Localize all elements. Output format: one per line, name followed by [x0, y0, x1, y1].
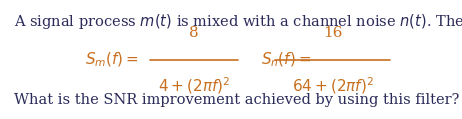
Text: What is the SNR improvement achieved by using this filter?: What is the SNR improvement achieved by … — [14, 93, 459, 107]
Text: $64 + (2\pi f)^2$: $64 + (2\pi f)^2$ — [292, 75, 374, 96]
Text: $S_m(f) =$: $S_m(f) =$ — [85, 50, 139, 69]
Text: A signal process $m(t)$ is mixed with a channel noise $n(t)$. The respective PSD: A signal process $m(t)$ is mixed with a … — [14, 12, 462, 31]
Text: $S_n(f) =$: $S_n(f) =$ — [261, 50, 311, 69]
Text: $4 + (2\pi f)^2$: $4 + (2\pi f)^2$ — [158, 75, 230, 96]
Text: 16: 16 — [323, 26, 342, 40]
Text: 8: 8 — [189, 26, 199, 40]
